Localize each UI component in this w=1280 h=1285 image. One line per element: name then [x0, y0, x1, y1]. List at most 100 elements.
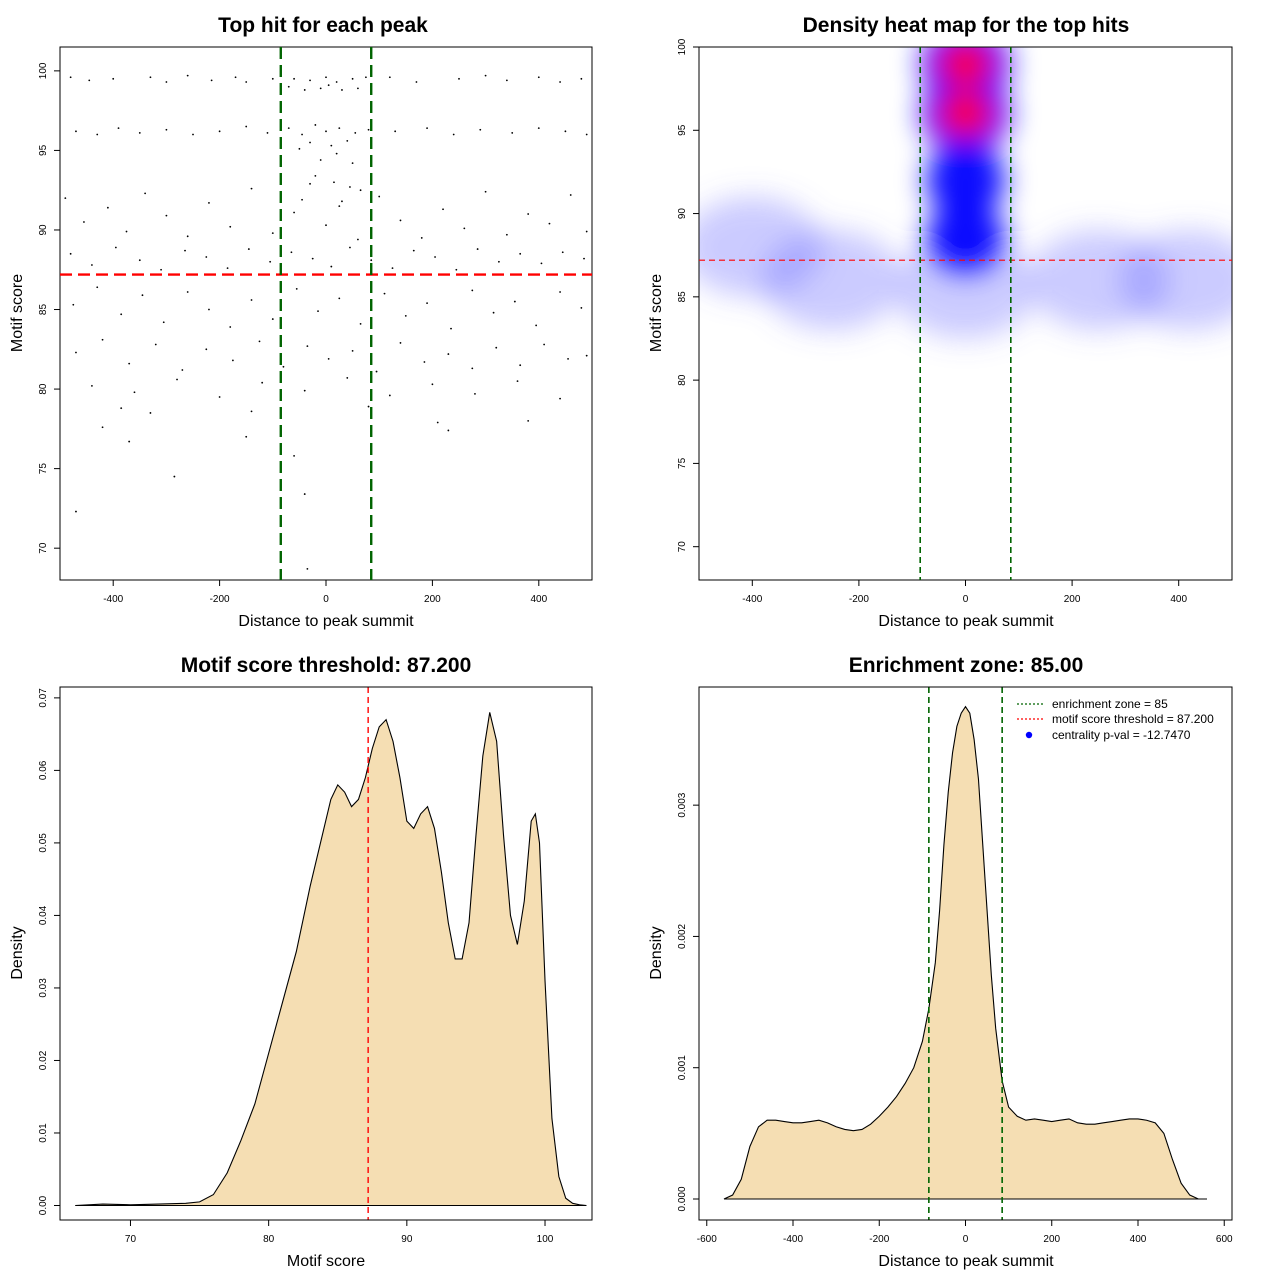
scatter-point: [192, 133, 194, 136]
x-tick-label: 600: [1216, 1234, 1233, 1245]
scatter-point: [120, 313, 123, 316]
y-tick-label: 70: [677, 541, 688, 553]
panel-scatter: Top hit for each peak -400 -200 0 200 400 70…: [9, 14, 593, 630]
scatter-point: [484, 74, 487, 77]
score-density-x-label: Motif score: [287, 1253, 365, 1270]
scatter-point: [543, 343, 546, 346]
scatter-point: [314, 124, 317, 126]
x-tick-label: 400: [1130, 1234, 1147, 1245]
scatter-point: [138, 132, 141, 134]
scatter-point: [301, 133, 303, 136]
scatter-point: [338, 297, 341, 300]
scatter-point: [301, 198, 303, 201]
scatter-point: [330, 265, 333, 268]
scatter-point: [271, 232, 274, 235]
score-density-y-ticks: 0.00 0.01 0.02 0.03 0.04 0.05 0.06 0.07: [38, 688, 60, 1215]
scatter-point: [471, 367, 474, 370]
scatter-point: [234, 76, 237, 79]
y-tick-label: 75: [38, 463, 49, 475]
scatter-point: [519, 364, 522, 367]
scatter-point: [250, 410, 253, 413]
scatter-point: [479, 128, 482, 131]
scatter-point: [498, 260, 500, 263]
scatter-point: [303, 389, 306, 392]
scatter-point: [245, 435, 248, 438]
scatter-point: [559, 291, 561, 293]
x-tick-label: -200: [210, 594, 230, 605]
heatmap-hotspot: [1119, 230, 1232, 331]
scatter-point: [287, 85, 290, 88]
scatter-point: [75, 351, 77, 354]
scatter-point: [370, 259, 373, 262]
score-density-curve: [75, 712, 587, 1207]
x-tick-label: 400: [530, 594, 547, 605]
scatter-point: [176, 378, 178, 381]
scatter-point: [133, 391, 136, 394]
heatmap-area: [699, 47, 1232, 580]
scatter-point: [458, 77, 460, 80]
scatter-point: [184, 249, 186, 252]
scatter-point: [338, 205, 341, 208]
scatter-point: [106, 206, 109, 209]
scatter-point: [120, 407, 123, 410]
panel-enrichment-density: Enrichment zone: 85.00 -600 -400 -200 0 200 4…: [648, 654, 1233, 1270]
scatter-point: [349, 186, 351, 188]
scatter-point: [282, 365, 285, 368]
scatter-point: [125, 230, 128, 233]
scatter-point: [330, 144, 333, 147]
enrichment-y-ticks: 0.000 0.001 0.002 0.003: [677, 792, 699, 1212]
scatter-point: [537, 76, 540, 79]
scatter-x-label: Distance to peak summit: [238, 613, 414, 630]
y-tick-label: 90: [677, 208, 688, 220]
scatter-point: [205, 256, 208, 258]
scatter-point: [564, 130, 567, 133]
scatter-point: [436, 421, 439, 424]
scatter-point: [559, 397, 561, 400]
y-tick-label: 0.003: [677, 792, 688, 817]
scatter-point: [505, 233, 508, 236]
scatter-point: [527, 419, 530, 422]
scatter-point: [434, 256, 436, 258]
scatter-point: [527, 213, 530, 215]
scatter-point: [513, 300, 516, 303]
scatter-point: [306, 345, 309, 348]
scatter-point: [309, 182, 311, 185]
scatter-point: [495, 346, 498, 349]
x-tick-label: 400: [1170, 594, 1187, 605]
scatter-y-ticks: 70 75 80 85 90 95 100: [38, 62, 60, 554]
y-tick-label: 85: [38, 304, 49, 316]
y-tick-label: 95: [38, 144, 49, 156]
scatter-point: [341, 89, 343, 91]
scatter-point: [516, 380, 519, 383]
enrichment-x-label: Distance to peak summit: [878, 1253, 1054, 1270]
scatter-point: [287, 127, 290, 130]
scatter-point: [186, 74, 189, 77]
heatmap-title: Density heat map for the top hits: [803, 14, 1130, 37]
scatter-point: [165, 214, 168, 217]
scatter-point: [258, 340, 261, 343]
score-density-x-ticks: 70 80 90 100: [125, 1220, 554, 1245]
scatter-point: [250, 187, 253, 190]
scatter-point: [559, 81, 561, 83]
y-tick-label: 0.01: [38, 1123, 49, 1143]
score-density-title: Motif score threshold: 87.200: [181, 654, 472, 677]
scatter-point: [245, 125, 248, 128]
scatter-point: [271, 318, 274, 320]
y-tick-label: 100: [677, 38, 688, 55]
x-tick-label: 70: [125, 1234, 137, 1245]
scatter-point: [540, 262, 543, 265]
scatter-point: [149, 76, 152, 79]
scatter-point: [309, 79, 311, 82]
scatter-point: [101, 426, 104, 429]
scatter-point: [447, 353, 450, 355]
scatter-point: [64, 197, 67, 200]
scatter-point: [375, 370, 378, 373]
y-tick-label: 0.000: [677, 1186, 688, 1211]
heatmap-density: [699, 47, 1232, 339]
scatter-point: [346, 139, 349, 142]
scatter-point: [426, 302, 428, 305]
scatter-point: [474, 392, 476, 395]
scatter-point: [463, 227, 466, 230]
legend-enrichment-label: enrichment zone = 85: [1052, 697, 1168, 711]
x-tick-label: 80: [263, 1234, 275, 1245]
